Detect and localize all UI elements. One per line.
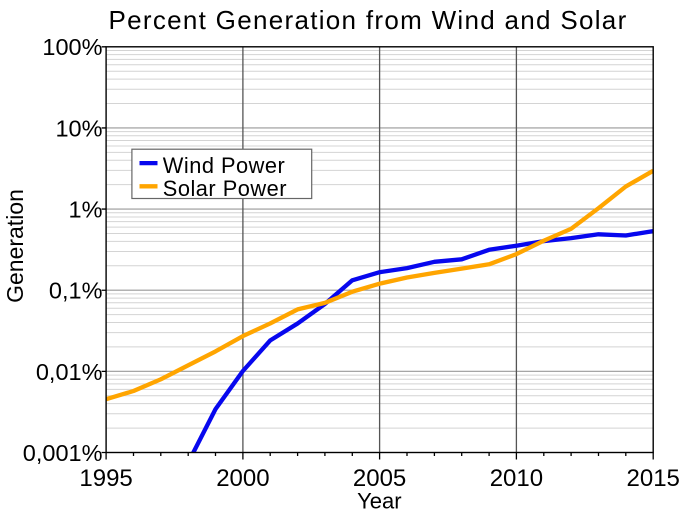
svg-text:Percent Generation from Wind a: Percent Generation from Wind and Solar bbox=[108, 5, 627, 35]
svg-text:Year: Year bbox=[357, 489, 401, 512]
svg-text:Generation: Generation bbox=[2, 189, 28, 303]
svg-text:1995: 1995 bbox=[79, 465, 132, 492]
svg-text:Solar Power: Solar Power bbox=[163, 176, 287, 201]
svg-text:0,1%: 0,1% bbox=[49, 278, 103, 304]
svg-text:0,001%: 0,001% bbox=[23, 440, 103, 466]
svg-text:2010: 2010 bbox=[490, 465, 543, 492]
svg-text:0,01%: 0,01% bbox=[36, 359, 103, 385]
svg-text:10%: 10% bbox=[55, 115, 102, 141]
svg-text:Wind Power: Wind Power bbox=[163, 153, 285, 178]
svg-text:100%: 100% bbox=[42, 34, 102, 60]
svg-text:2015: 2015 bbox=[627, 465, 680, 492]
svg-text:1%: 1% bbox=[69, 197, 103, 223]
svg-text:2005: 2005 bbox=[353, 465, 406, 492]
svg-text:2000: 2000 bbox=[216, 465, 269, 492]
